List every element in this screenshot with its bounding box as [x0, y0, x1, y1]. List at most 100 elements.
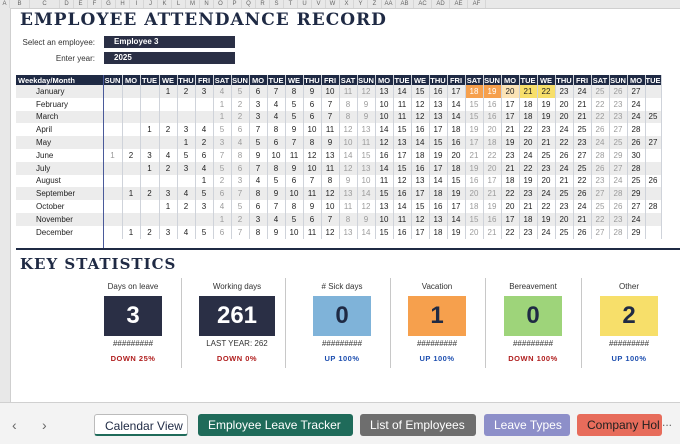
day-cell[interactable]: 23: [519, 187, 538, 201]
day-cell[interactable]: [645, 85, 662, 98]
column-header[interactable]: M: [186, 0, 200, 8]
day-cell[interactable]: 26: [573, 187, 592, 201]
column-header[interactable]: R: [256, 0, 270, 8]
day-cell[interactable]: 24: [591, 136, 610, 149]
day-cell[interactable]: 2: [122, 148, 141, 162]
day-cell[interactable]: 21: [483, 225, 502, 239]
day-cell[interactable]: 8: [339, 97, 358, 111]
day-cell[interactable]: [645, 187, 662, 201]
day-cell[interactable]: 25: [573, 161, 592, 175]
day-cell[interactable]: 9: [357, 212, 376, 226]
day-cell[interactable]: 13: [393, 136, 412, 149]
column-header[interactable]: X: [340, 0, 354, 8]
day-cell[interactable]: 17: [465, 136, 484, 149]
day-cell[interactable]: 23: [609, 110, 628, 124]
day-cell[interactable]: 5: [285, 97, 304, 111]
day-cell[interactable]: 16: [447, 136, 466, 149]
day-cell[interactable]: 27: [627, 85, 646, 98]
day-cell[interactable]: 24: [627, 110, 646, 124]
day-cell[interactable]: 14: [357, 187, 376, 201]
day-cell[interactable]: [140, 212, 160, 226]
day-cell[interactable]: 15: [357, 148, 376, 162]
day-cell[interactable]: 2: [231, 212, 250, 226]
day-cell[interactable]: 22: [591, 212, 610, 226]
day-cell[interactable]: 11: [321, 161, 340, 175]
day-cell[interactable]: 5: [195, 225, 214, 239]
day-cell[interactable]: 4: [195, 161, 214, 175]
day-cell[interactable]: 22: [501, 225, 520, 239]
day-cell[interactable]: 19: [537, 97, 556, 111]
column-header[interactable]: AE: [450, 0, 468, 8]
day-cell[interactable]: 10: [303, 123, 322, 137]
day-cell[interactable]: 17: [393, 148, 412, 162]
day-cell[interactable]: [159, 174, 178, 188]
day-cell[interactable]: 11: [303, 187, 322, 201]
day-cell[interactable]: 20: [483, 161, 502, 175]
day-cell[interactable]: 18: [465, 85, 484, 98]
day-cell[interactable]: 22: [573, 174, 592, 188]
day-cell[interactable]: 28: [645, 200, 662, 213]
day-cell[interactable]: 24: [609, 174, 628, 188]
day-cell[interactable]: 3: [249, 212, 268, 226]
day-cell[interactable]: 24: [627, 97, 646, 111]
day-cell[interactable]: 9: [357, 110, 376, 124]
day-cell[interactable]: 4: [177, 187, 196, 201]
day-cell[interactable]: 26: [609, 85, 628, 98]
day-cell[interactable]: 17: [411, 187, 430, 201]
day-cell[interactable]: 7: [213, 148, 232, 162]
day-cell[interactable]: [140, 174, 160, 188]
column-header[interactable]: N: [200, 0, 214, 8]
day-cell[interactable]: 13: [411, 174, 430, 188]
day-cell[interactable]: 13: [357, 161, 376, 175]
column-header[interactable]: W: [326, 0, 340, 8]
day-cell[interactable]: 25: [555, 187, 574, 201]
day-cell[interactable]: 23: [537, 123, 556, 137]
day-cell[interactable]: 23: [573, 136, 592, 149]
day-cell[interactable]: [140, 110, 160, 124]
day-cell[interactable]: 24: [627, 212, 646, 226]
day-cell[interactable]: 10: [303, 161, 322, 175]
day-cell[interactable]: 10: [285, 187, 304, 201]
day-cell[interactable]: 20: [555, 97, 574, 111]
prev-sheet-icon[interactable]: ‹: [12, 417, 17, 433]
day-cell[interactable]: [122, 161, 141, 175]
day-cell[interactable]: 7: [249, 123, 268, 137]
day-cell[interactable]: 28: [609, 187, 628, 201]
day-cell[interactable]: 6: [303, 110, 322, 124]
day-cell[interactable]: 20: [465, 225, 484, 239]
employee-select-field[interactable]: Employee 3: [104, 36, 235, 48]
day-cell[interactable]: 5: [177, 148, 196, 162]
day-cell[interactable]: 1: [140, 123, 160, 137]
day-cell[interactable]: 5: [231, 85, 250, 98]
day-cell[interactable]: 21: [555, 174, 574, 188]
day-cell[interactable]: 15: [393, 161, 412, 175]
day-cell[interactable]: 3: [213, 136, 232, 149]
day-cell[interactable]: 24: [573, 200, 592, 213]
day-cell[interactable]: 19: [465, 161, 484, 175]
day-cell[interactable]: 5: [285, 110, 304, 124]
day-cell[interactable]: 12: [321, 187, 340, 201]
column-header[interactable]: C: [30, 0, 60, 8]
day-cell[interactable]: 8: [339, 212, 358, 226]
day-cell[interactable]: 24: [573, 85, 592, 98]
day-cell[interactable]: 12: [375, 136, 394, 149]
day-cell[interactable]: 9: [285, 161, 304, 175]
day-cell[interactable]: [177, 97, 196, 111]
day-cell[interactable]: 25: [627, 174, 646, 188]
day-cell[interactable]: 21: [465, 148, 484, 162]
day-cell[interactable]: 3: [249, 97, 268, 111]
day-cell[interactable]: 14: [447, 97, 466, 111]
day-cell[interactable]: 7: [231, 225, 250, 239]
day-cell[interactable]: 15: [393, 123, 412, 137]
day-cell[interactable]: 22: [591, 97, 610, 111]
day-cell[interactable]: [122, 97, 141, 111]
day-cell[interactable]: 11: [357, 136, 376, 149]
day-cell[interactable]: 25: [591, 85, 610, 98]
day-cell[interactable]: 22: [555, 136, 574, 149]
day-cell[interactable]: 4: [267, 212, 286, 226]
day-cell[interactable]: 14: [393, 200, 412, 213]
day-cell[interactable]: 12: [411, 110, 430, 124]
day-cell[interactable]: 2: [140, 187, 160, 201]
day-cell[interactable]: 4: [195, 123, 214, 137]
day-cell[interactable]: 23: [555, 200, 574, 213]
